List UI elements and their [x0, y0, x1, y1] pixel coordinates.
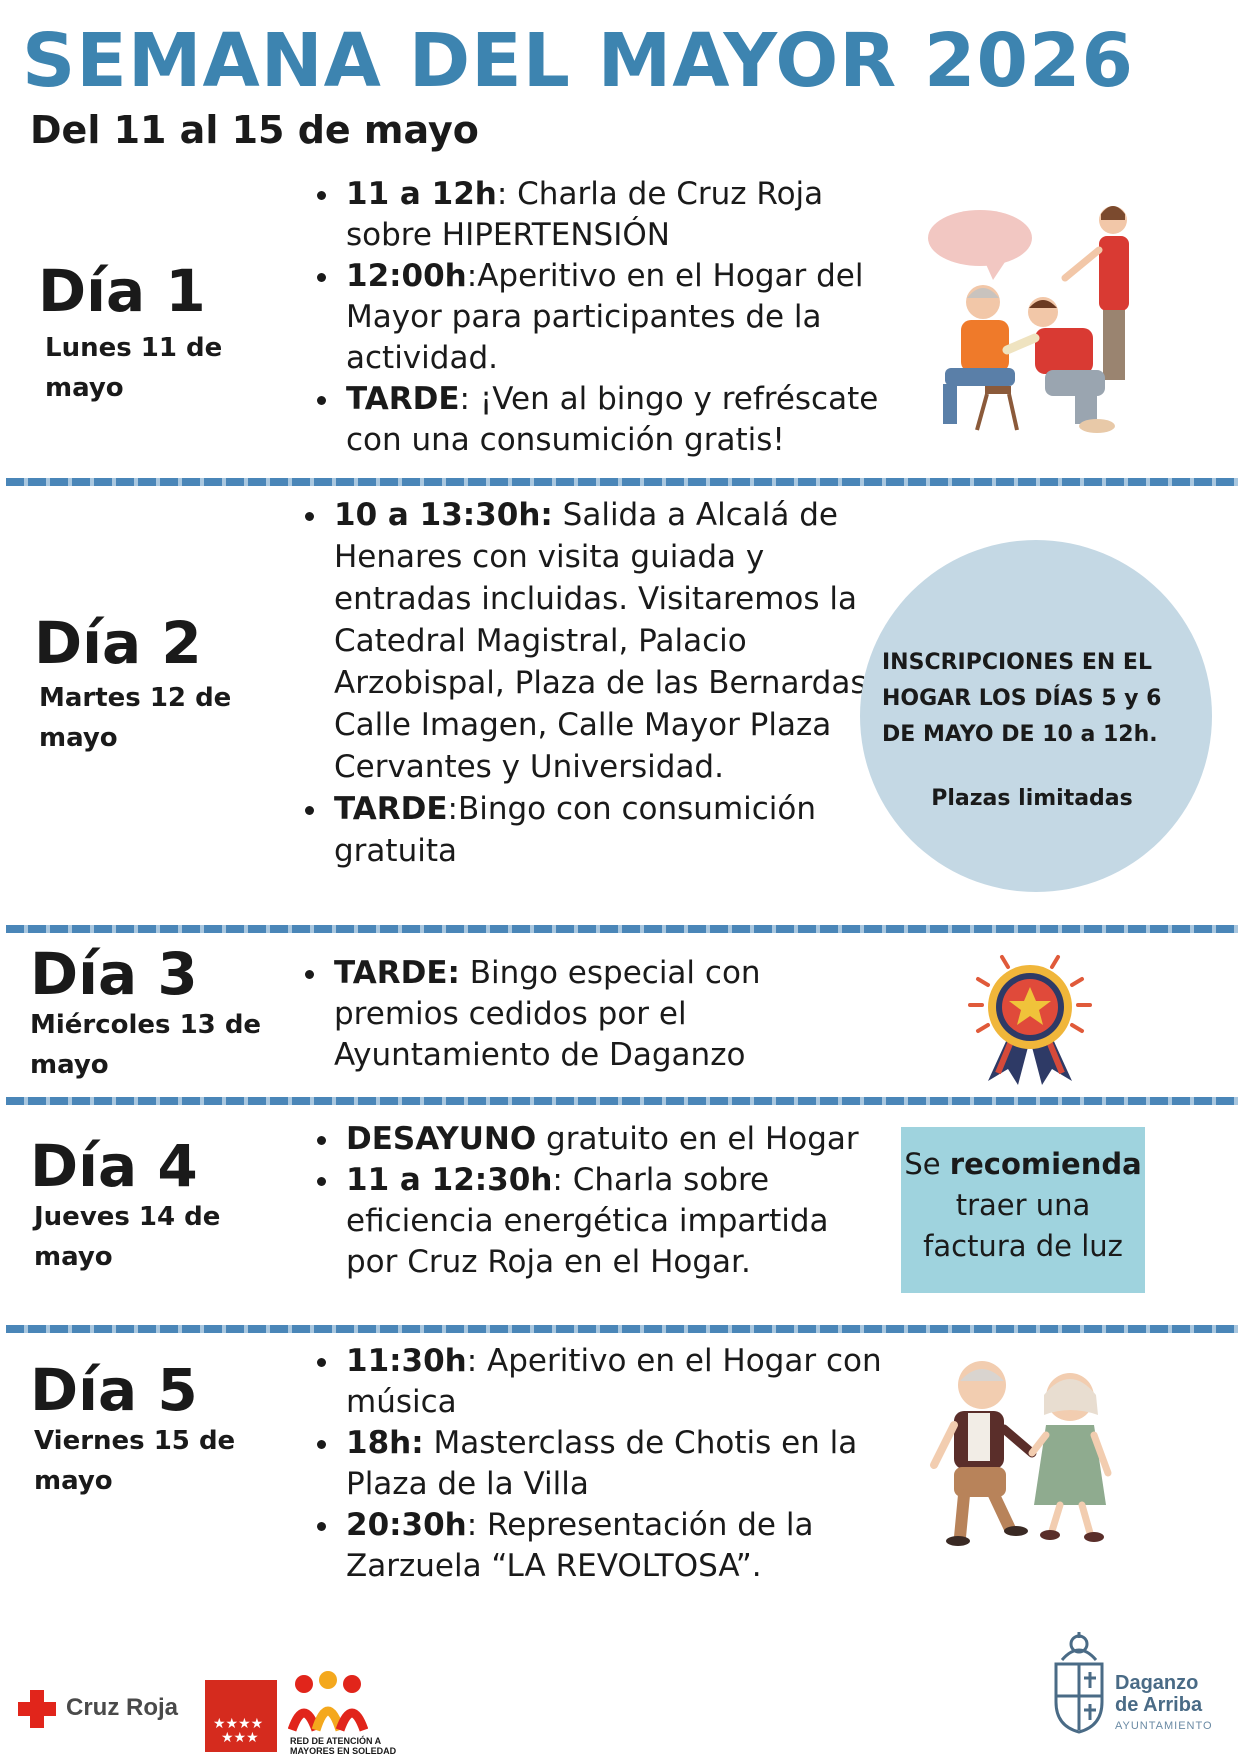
section-divider [6, 1097, 1238, 1105]
activity-item: 12:00h:Aperitivo en el Hogar del Mayor p… [342, 256, 902, 379]
section-divider [6, 1325, 1238, 1333]
section-divider [6, 925, 1238, 933]
day-title: Día 4 [30, 1132, 198, 1200]
activity-list: TARDE: Bingo especial con premios cedido… [292, 953, 810, 1076]
activity-item: 11:30h: Aperitivo en el Hogar con música [342, 1341, 902, 1423]
page-subtitle: Del 11 al 15 de mayo [30, 108, 479, 152]
inscriptions-circle [860, 540, 1212, 892]
day-3-section: Día 3 Miércoles 13 de mayo TARDE: Bingo … [0, 935, 1241, 1095]
red-atencion-logo [288, 1671, 368, 1732]
day-1-section: Día 1 Lunes 11 de mayo 11 a 12h: Charla … [0, 170, 1241, 480]
cruz-roja-label: Cruz Roja [66, 1694, 179, 1721]
daganzo-name: Daganzo de Arriba [1115, 1672, 1203, 1716]
activity-item: 11 a 12:30h: Charla sobre eficiencia ene… [342, 1160, 882, 1283]
day-date: Viernes 15 de mayo [34, 1426, 236, 1496]
award-ribbon-icon [968, 955, 1092, 1085]
daganzo-crest-logo [1054, 1632, 1104, 1734]
recommendation-note [901, 1127, 1145, 1293]
comunidad-madrid-logo: ★★★★ ★★★ [205, 1680, 277, 1752]
day-4-section: Día 4 Jueves 14 de mayo DESAYUNO gratuit… [0, 1107, 1241, 1317]
nurse-care-illustration [928, 206, 1129, 433]
day-date: Jueves 14 de mayo [34, 1202, 221, 1272]
activity-list: 11 a 12h: Charla de Cruz Roja sobre HIPE… [304, 174, 902, 461]
day-date: Martes 12 de mayo [39, 683, 232, 753]
day-title: Día 1 [38, 257, 206, 325]
activity-list: 11:30h: Aperitivo en el Hogar con música… [304, 1341, 902, 1587]
footer: Cruz Roja ★★★★ ★★★ RED DE ATENCIÓN A MAY… [0, 1630, 1241, 1756]
activity-item: TARDE: Bingo especial con premios cedido… [330, 953, 810, 1076]
inscriptions-note: Plazas limitadas [931, 786, 1133, 811]
day-date: Lunes 11 de mayo [45, 333, 223, 403]
activity-item: 20:30h: Representación de la Zarzuela “L… [342, 1505, 902, 1587]
activity-item: 18h: Masterclass de Chotis en la Plaza d… [342, 1423, 902, 1505]
daganzo-sub: AYUNTAMIENTO [1115, 1720, 1213, 1732]
cruz-roja-logo [18, 1690, 56, 1728]
day-2-section: Día 2 Martes 12 de mayo 10 a 13:30h: Sal… [0, 490, 1241, 910]
inscriptions-text: INSCRIPCIONES EN EL HOGAR LOS DÍAS 5 y 6… [882, 650, 1162, 747]
dancing-couple-illustration [930, 1361, 1112, 1546]
svg-text:★★★★: ★★★★ [213, 1716, 263, 1732]
red-atencion-label: RED DE ATENCIÓN A MAYORES EN SOLEDAD [290, 1736, 397, 1756]
activity-item: TARDE: ¡Ven al bingo y refréscate con un… [342, 379, 902, 461]
activity-item: TARDE:Bingo con consumición gratuita [330, 788, 878, 872]
activity-list: DESAYUNO gratuito en el Hogar 11 a 12:30… [304, 1119, 882, 1283]
recommendation-text: Se recomienda traer una factura de luz [904, 1147, 1142, 1263]
day-title: Día 5 [30, 1356, 198, 1424]
day-title: Día 3 [30, 940, 198, 1008]
day-5-section: Día 5 Viernes 15 de mayo 11:30h: Aperiti… [0, 1335, 1241, 1595]
section-divider [6, 478, 1238, 486]
activity-item: 10 a 13:30h: Salida a Alcalá de Henares … [330, 494, 878, 788]
activity-item: DESAYUNO gratuito en el Hogar [342, 1119, 882, 1160]
activity-list: 10 a 13:30h: Salida a Alcalá de Henares … [292, 494, 878, 872]
activity-item: 11 a 12h: Charla de Cruz Roja sobre HIPE… [342, 174, 902, 256]
day-title: Día 2 [34, 609, 202, 677]
page-title: SEMANA DEL MAYOR 2026 [22, 18, 1134, 104]
svg-text:★★★: ★★★ [221, 1730, 259, 1746]
day-date: Miércoles 13 de mayo [30, 1010, 262, 1080]
